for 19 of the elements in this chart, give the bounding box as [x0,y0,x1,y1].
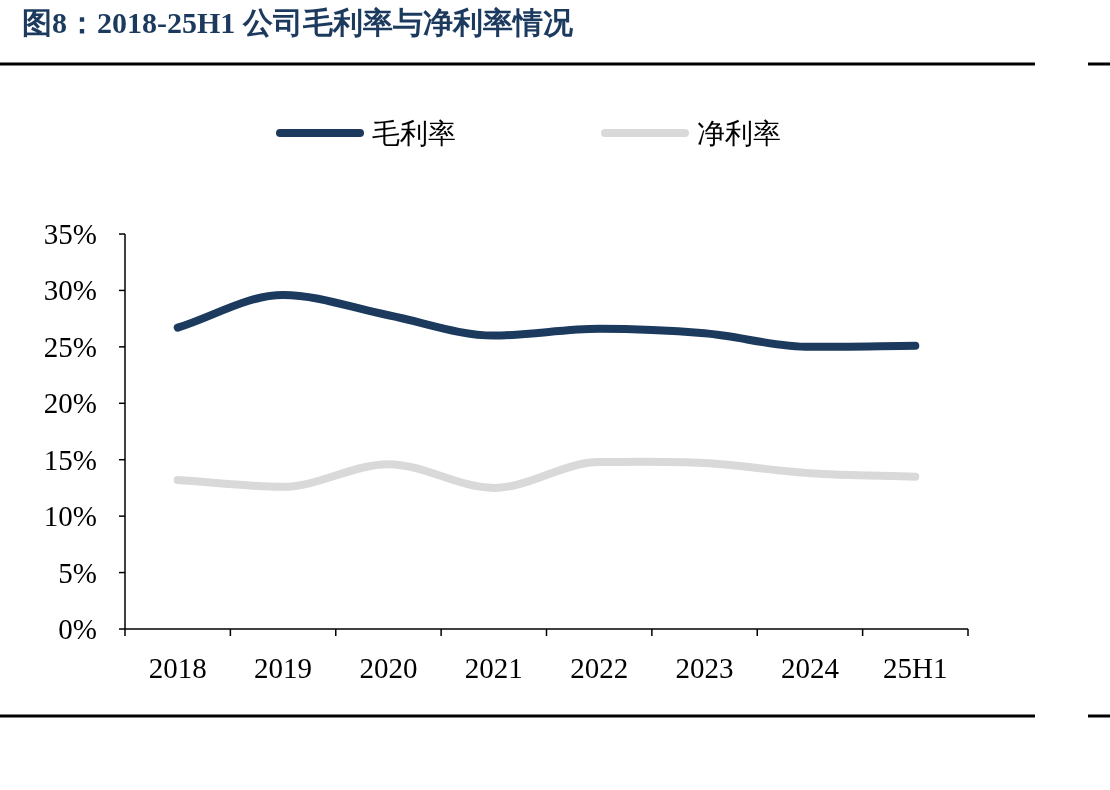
y-tick-label: 35% [43,218,97,250]
y-tick-label: 25% [43,330,97,363]
x-tick-label: 2019 [254,652,313,684]
x-tick-label: 2021 [464,652,523,684]
y-tick-label: 15% [43,443,97,476]
x-tick-label: 2020 [359,652,418,684]
x-tick-label: 2022 [570,652,629,684]
legend-label: 净利率 [697,118,781,149]
legend-label: 毛利率 [372,118,456,149]
y-tick-label: 30% [43,274,97,307]
y-tick-label: 20% [43,387,97,420]
chart-title: 图8：2018-25H1 公司毛利率与净利率情况 [22,6,574,39]
x-tick-label: 25H1 [883,652,948,684]
y-tick-label: 10% [43,500,97,533]
x-tick-label: 2018 [148,652,207,684]
y-tick-label: 0% [58,613,97,645]
y-tick-label: 5% [58,556,97,589]
x-tick-label: 2023 [675,652,734,684]
x-tick-label: 2024 [780,652,840,684]
